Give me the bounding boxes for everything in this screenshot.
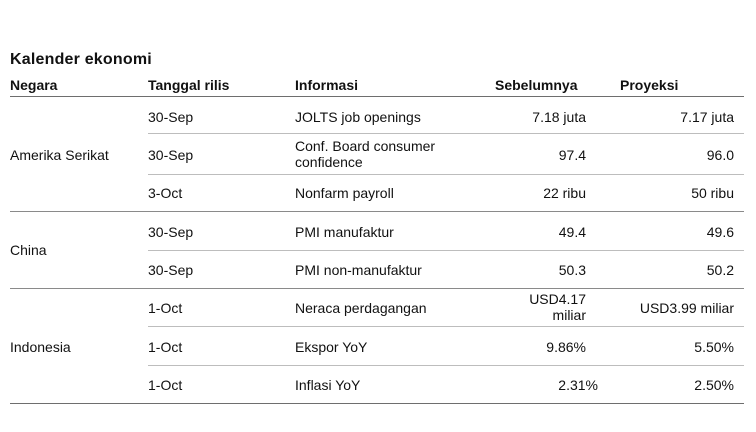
info-cell: Neraca perdagangan <box>295 300 427 316</box>
row-divider <box>148 365 744 366</box>
row-divider <box>148 133 744 134</box>
previous-cell: 7.18 juta <box>532 109 586 125</box>
date-cell: 3-Oct <box>148 185 183 201</box>
projection-cell: 50.2 <box>706 262 734 278</box>
info-cell: Inflasi YoY <box>295 377 361 393</box>
projection-cell: 5.50% <box>694 339 734 355</box>
country-cell-indonesia: Indonesia <box>10 339 71 355</box>
previous-cell: 97.4 <box>558 147 586 163</box>
row-divider <box>148 174 744 175</box>
country-cell-us: Amerika Serikat <box>10 147 109 163</box>
projection-cell: 2.50% <box>694 377 734 393</box>
date-cell: 1-Oct <box>148 300 183 316</box>
info-cell: PMI non-manufaktur <box>295 262 422 278</box>
header-country: Negara <box>10 77 58 93</box>
projection-cell: USD3.99 miliar <box>639 300 734 316</box>
info-cell: Ekspor YoY <box>295 339 368 355</box>
previous-cell: USD4.17 miliar <box>529 291 586 323</box>
info-cell: Nonfarm payroll <box>295 185 394 201</box>
projection-cell: 96.0 <box>706 147 734 163</box>
projection-cell: 49.6 <box>706 224 734 240</box>
projection-cell: 50 ribu <box>691 185 734 201</box>
header-previous: Sebelumnya <box>495 77 578 93</box>
date-cell: 30-Sep <box>148 224 194 240</box>
header-information: Informasi <box>295 77 359 93</box>
date-cell: 30-Sep <box>148 262 194 278</box>
row-divider <box>148 250 744 251</box>
table-title: Kalender ekonomi <box>10 51 152 68</box>
group-divider <box>10 211 744 212</box>
country-cell-china: China <box>10 242 47 258</box>
group-divider <box>10 288 744 289</box>
date-cell: 1-Oct <box>148 377 183 393</box>
info-cell: JOLTS job openings <box>295 109 421 125</box>
previous-cell: 2.31% <box>558 377 598 393</box>
info-cell: Conf. Board consumer confidence <box>295 138 436 170</box>
info-cell: PMI manufaktur <box>295 224 394 240</box>
previous-cell: 50.3 <box>558 262 586 278</box>
table-bottom-rule <box>10 403 744 404</box>
previous-cell: 9.86% <box>546 339 586 355</box>
previous-cell: 22 ribu <box>543 185 586 201</box>
date-cell: 30-Sep <box>148 109 194 125</box>
projection-cell: 7.17 juta <box>680 109 734 125</box>
date-cell: 1-Oct <box>148 339 183 355</box>
previous-cell: 49.4 <box>558 224 586 240</box>
date-cell: 30-Sep <box>148 147 194 163</box>
row-divider <box>148 326 744 327</box>
header-projection: Proyeksi <box>620 77 679 93</box>
header-release-date: Tanggal rilis <box>148 77 230 93</box>
header-rule <box>10 96 744 97</box>
